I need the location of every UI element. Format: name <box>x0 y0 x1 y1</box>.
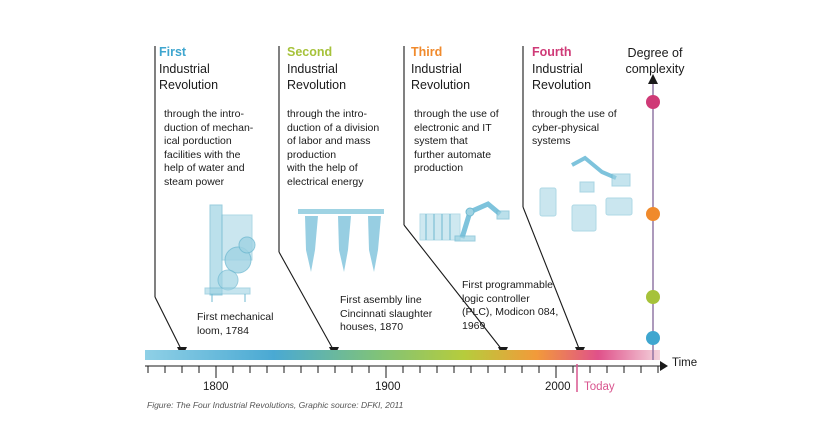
revolution-2-description: through the intro- duction of a division… <box>287 108 380 188</box>
assembly-line-icon <box>298 209 384 272</box>
complexity-dot-second <box>646 290 660 304</box>
today-label: Today <box>584 381 615 393</box>
tick-label-2000: 2000 <box>545 381 571 393</box>
revolution-4-title: Industrial Revolution <box>532 62 592 92</box>
time-axis-ticks <box>147 366 659 378</box>
revolution-1-title: Industrial Revolution <box>159 62 219 92</box>
revolution-1-description: through the intro- duction of mechan- ic… <box>164 108 254 188</box>
revolution-2-title: Industrial Revolution <box>287 62 347 92</box>
bracket-second <box>278 46 335 352</box>
revolution-2-milestone: First asembly line Cincinnati slaughter … <box>340 294 433 333</box>
complexity-dot-first <box>646 331 660 345</box>
tick-label-1800: 1800 <box>203 381 229 393</box>
robot-arm-icon <box>419 201 510 242</box>
revolution-4-ordinal: Fourth <box>532 45 572 59</box>
bracket-third <box>403 46 504 352</box>
revolution-4-description: through the use of cyber-physical system… <box>532 108 617 147</box>
bracket-first <box>154 46 183 352</box>
figure-caption: Figure: The Four Industrial Revolutions,… <box>147 400 404 410</box>
revolution-3-milestone: First programmable logic controller (PLC… <box>462 279 559 332</box>
complexity-axis-arrow <box>648 74 658 84</box>
tick-label-1900: 1900 <box>375 381 401 393</box>
timeline-bar <box>145 350 660 360</box>
revolution-3-description: through the use of electronic and IT sys… <box>414 108 499 174</box>
cyber-physical-devices-icon <box>539 155 633 232</box>
revolution-2-ordinal: Second <box>287 45 333 59</box>
loom-icon <box>204 204 256 302</box>
revolution-3-ordinal: Third <box>411 45 443 59</box>
complexity-dot-third <box>646 207 660 221</box>
complexity-axis-label: Degree of complexity <box>625 46 685 76</box>
revolution-1-milestone: First mechanical loom, 1784 <box>197 311 274 337</box>
revolution-3-title: Industrial Revolution <box>411 62 471 92</box>
bracket-fourth <box>522 46 581 352</box>
revolution-1-ordinal: First <box>159 45 187 59</box>
time-axis-arrow <box>660 361 668 371</box>
time-axis-label: Time <box>672 357 698 369</box>
complexity-dot-fourth <box>646 95 660 109</box>
